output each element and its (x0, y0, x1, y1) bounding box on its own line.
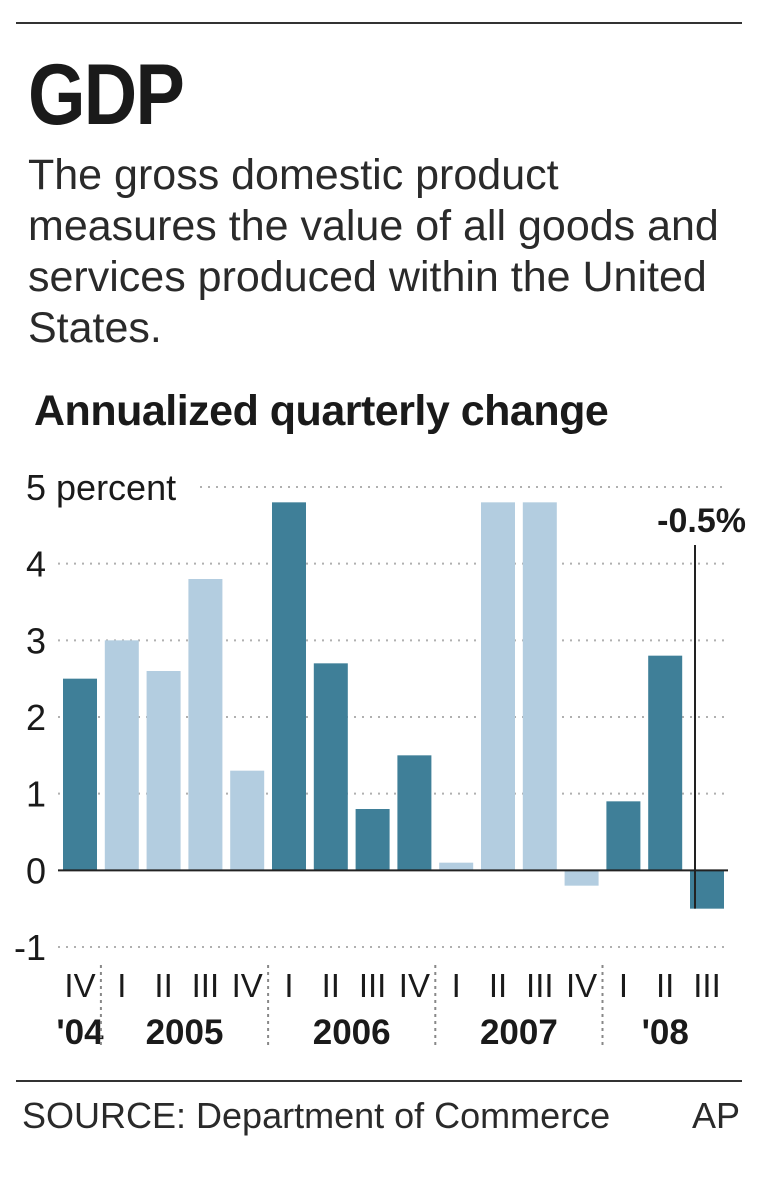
bar (397, 755, 432, 871)
bar (481, 502, 515, 871)
source-note: SOURCE: Department of Commerce (22, 1095, 611, 1136)
top-rule (16, 22, 742, 24)
bottom-rule (16, 1080, 742, 1082)
bar (439, 862, 474, 871)
x-tick-label: II (322, 967, 340, 1004)
x-tick-label: II (489, 967, 507, 1004)
y-tick-label: 0 (26, 850, 46, 891)
page-title: GDP (28, 47, 185, 143)
y-tick-label: 4 (26, 544, 46, 585)
bar (230, 770, 265, 871)
x-tick-label: III (359, 967, 387, 1004)
x-tick-label: I (452, 967, 461, 1004)
bar (63, 678, 97, 871)
y-tick-labels: 5 percent 4 3 2 1 0 -1 (14, 467, 176, 968)
x-tick-label: I (284, 967, 293, 1004)
bar (272, 502, 306, 871)
x-tick-label: IV (566, 967, 597, 1004)
bar (522, 502, 557, 871)
bar (355, 809, 390, 871)
x-tick-label: II (656, 967, 674, 1004)
bar (313, 663, 348, 871)
x-tick-label: IV (232, 967, 263, 1004)
x-tick-labels: IV I II III IV I II III IV I II III IV I II III'04 2005 2… (56, 965, 721, 1052)
x-tick-label: II (154, 967, 172, 1004)
x-tick-label: III (693, 967, 721, 1004)
credit: AP (691, 1095, 740, 1136)
subtitle: The gross domestic product measures the … (28, 151, 719, 352)
y-tick-label: 3 (26, 620, 46, 661)
year-label: '04 (56, 1013, 104, 1052)
y-tick-label: 1 (26, 774, 46, 815)
year-label: 2006 (313, 1013, 391, 1052)
bar (146, 671, 181, 871)
annotation-label: -0.5% (657, 502, 746, 540)
y-tick-label: 2 (26, 697, 46, 738)
year-label: 2005 (146, 1013, 224, 1052)
bar (606, 801, 641, 871)
bars (63, 502, 724, 909)
x-tick-label: III (526, 967, 554, 1004)
bar (648, 655, 683, 871)
year-label: 2007 (480, 1013, 558, 1052)
bar (564, 870, 599, 886)
grid-lines (58, 486, 728, 948)
x-tick-label: I (117, 967, 126, 1004)
annotations: -0.5% (657, 502, 746, 909)
year-label: '08 (642, 1013, 689, 1052)
chart-heading: Annualized quarterly change (34, 387, 609, 435)
y-tick-label: 5 percent (26, 467, 176, 508)
x-tick-label: IV (399, 967, 430, 1004)
y-tick-label: -1 (14, 927, 46, 968)
x-tick-label: IV (64, 967, 95, 1004)
x-tick-label: III (192, 967, 220, 1004)
x-tick-label: I (619, 967, 628, 1004)
bar (188, 579, 223, 871)
bar (104, 640, 139, 871)
